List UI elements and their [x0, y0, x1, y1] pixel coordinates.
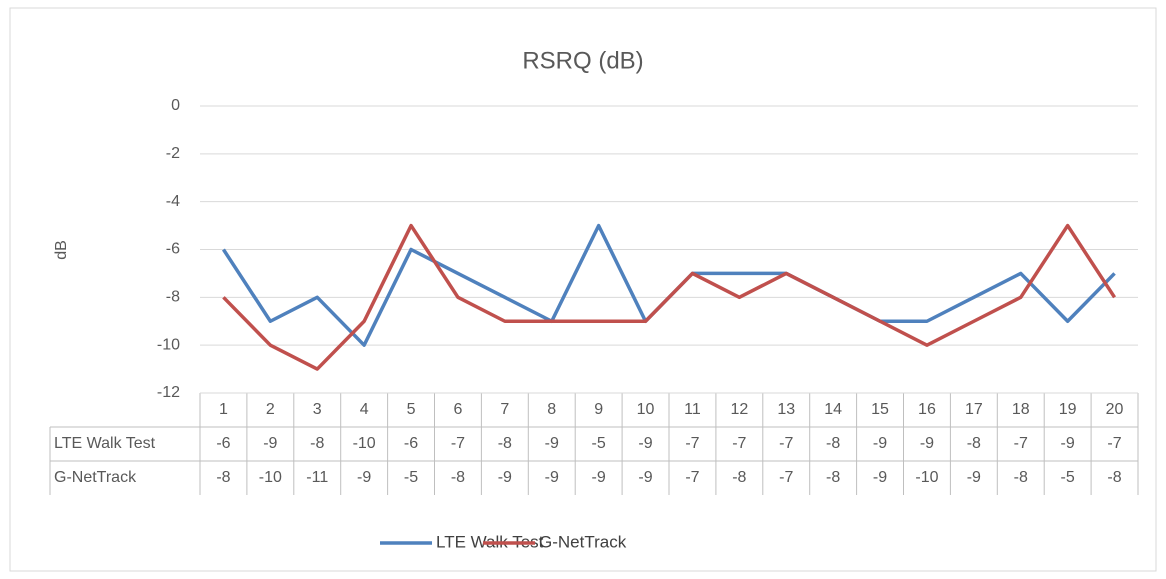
- y-tick-label: -10: [157, 336, 180, 353]
- x-tick-label: 7: [500, 401, 509, 418]
- table-cell: -8: [826, 435, 840, 452]
- table-cell: -6: [404, 435, 418, 452]
- table-cell: -9: [592, 469, 606, 486]
- table-cell: -8: [451, 469, 465, 486]
- table-cell: -8: [1107, 469, 1121, 486]
- table-cell: -9: [873, 435, 887, 452]
- table-cell: -9: [545, 469, 559, 486]
- y-tick-label: -2: [166, 145, 180, 162]
- y-tick-label: -6: [166, 241, 180, 258]
- table-cell: -7: [685, 435, 699, 452]
- table-cell: -9: [920, 435, 934, 452]
- x-tick-label: 9: [594, 401, 603, 418]
- x-tick-label: 4: [360, 401, 369, 418]
- table-cell: -9: [263, 435, 277, 452]
- chart-border: [9, 7, 1157, 572]
- y-tick-label: -4: [166, 193, 180, 210]
- table-cell: -11: [306, 469, 328, 486]
- table-cell: -8: [967, 435, 981, 452]
- table-cell: -8: [310, 435, 324, 452]
- x-tick-label: 6: [453, 401, 462, 418]
- table-cell: -9: [357, 469, 371, 486]
- x-tick-label: 1: [219, 401, 228, 418]
- y-tick-label: -12: [157, 384, 180, 401]
- table-cell: -7: [779, 435, 793, 452]
- table-cell: -5: [1061, 469, 1075, 486]
- table-cell: -7: [732, 435, 746, 452]
- x-tick-label: 5: [407, 401, 416, 418]
- table-row-label: G-NetTrack: [54, 469, 137, 486]
- x-tick-label: 3: [313, 401, 322, 418]
- x-tick-label: 8: [547, 401, 556, 418]
- table-cell: -8: [826, 469, 840, 486]
- table-cell: -7: [685, 469, 699, 486]
- chart-title: RSRQ (dB): [522, 47, 643, 74]
- table-cell: -8: [216, 469, 230, 486]
- table-cell: -7: [779, 469, 793, 486]
- table-cell: -8: [732, 469, 746, 486]
- table-row-label: LTE Walk Test: [54, 435, 156, 452]
- table-cell: -7: [1014, 435, 1028, 452]
- table-cell: -6: [216, 435, 230, 452]
- x-tick-label: 19: [1059, 401, 1077, 418]
- table-cell: -9: [638, 469, 652, 486]
- table-cell: -10: [353, 435, 376, 452]
- table-cell: -7: [451, 435, 465, 452]
- table-cell: -9: [967, 469, 981, 486]
- x-tick-label: 11: [684, 401, 701, 418]
- x-tick-label: 18: [1012, 401, 1030, 418]
- x-tick-label: 10: [637, 401, 655, 418]
- legend-label: G-NetTrack: [539, 532, 627, 551]
- table-cell: -10: [259, 469, 282, 486]
- table-cell: -9: [873, 469, 887, 486]
- table-cell: -9: [638, 435, 652, 452]
- table-cell: -7: [1107, 435, 1121, 452]
- x-tick-label: 12: [730, 401, 748, 418]
- y-tick-label: -8: [166, 289, 180, 306]
- y-tick-label: 0: [171, 97, 180, 114]
- table-cell: -8: [1014, 469, 1028, 486]
- table-cell: -9: [1061, 435, 1075, 452]
- x-tick-label: 20: [1106, 401, 1124, 418]
- x-tick-label: 15: [871, 401, 889, 418]
- table-cell: -10: [915, 469, 938, 486]
- table-cell: -9: [498, 469, 512, 486]
- x-tick-label: 2: [266, 401, 275, 418]
- table-cell: -5: [404, 469, 418, 486]
- series-line: [222, 223, 1117, 371]
- table-cell: -8: [498, 435, 512, 452]
- table-cell: -5: [592, 435, 606, 452]
- x-tick-label: 16: [918, 401, 936, 418]
- x-tick-label: 13: [777, 401, 795, 418]
- table-cell: -9: [545, 435, 559, 452]
- y-axis-label: dB: [53, 240, 70, 260]
- x-tick-label: 17: [965, 401, 983, 418]
- x-tick-label: 14: [824, 401, 842, 418]
